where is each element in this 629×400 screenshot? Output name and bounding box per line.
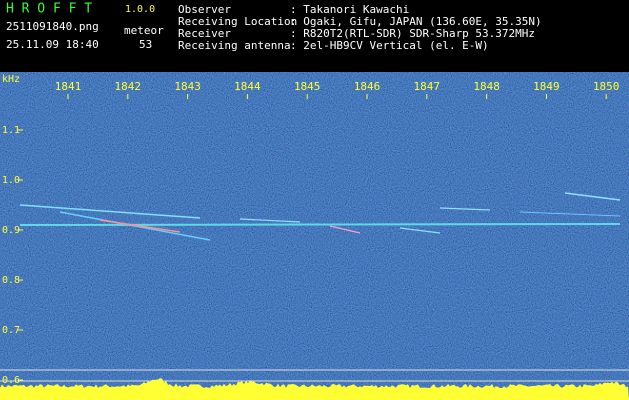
field-label: Receiving Location [178, 15, 297, 28]
trace [19, 204, 201, 219]
x-tick-label: 1842 [115, 80, 142, 93]
file-name: 2511091840.png [6, 20, 99, 33]
y-tick-label: 0.6 [2, 375, 20, 386]
field-value: : Takanori Kawachi [290, 3, 409, 16]
x-tick-label: 1847 [414, 80, 441, 93]
plot-noise [0, 72, 629, 400]
y-unit: kHz [2, 74, 20, 85]
trace [399, 227, 441, 234]
version: 1.0.0 [125, 4, 155, 15]
count-label: meteor [124, 24, 164, 37]
app-name: H R O F F T [6, 2, 92, 17]
trace [519, 211, 621, 217]
y-tick-label: 0.8 [2, 275, 20, 286]
trace [329, 225, 361, 234]
x-tick-label: 1846 [354, 80, 381, 93]
trace [439, 207, 491, 211]
field-value: : Ogaki, Gifu, JAPAN (136.60E, 35.35N) [290, 15, 542, 28]
x-tick-label: 1849 [533, 80, 560, 93]
x-tick-label: 1848 [473, 80, 500, 93]
header-bg [0, 0, 629, 72]
field-label: Observer [178, 3, 231, 16]
field-label: Receiving antenna [178, 39, 291, 52]
x-tick-label: 1841 [55, 80, 82, 93]
field-value: : R820T2(RTL-SDR) SDR-Sharp 53.372MHz [290, 27, 535, 40]
trace [99, 219, 181, 233]
count: 53 [139, 38, 152, 51]
carrier-line [19, 223, 621, 226]
axes: 1841 1842 1843 1844 1845 1846 1847 1848 1849 1850… [2, 80, 619, 386]
header: H R O F F T 1.0.0 2511091840.png meteor … [6, 2, 542, 53]
trace [564, 192, 621, 201]
noise-level-band [0, 378, 629, 400]
y-tick-label: 1.0 [2, 175, 20, 186]
x-tick-label: 1844 [234, 80, 261, 93]
timestamp: 25.11.09 18:40 [6, 38, 99, 51]
field-label: Receiver [178, 27, 231, 40]
meteor-traces [0, 192, 629, 382]
x-tick-label: 1843 [174, 80, 201, 93]
x-tick-label: 1850 [593, 80, 620, 93]
trace [239, 218, 301, 223]
y-tick-label: 0.7 [2, 325, 20, 336]
y-tick-label: 1.1 [2, 125, 20, 136]
y-tick-label: 0.9 [2, 225, 20, 236]
x-tick-label: 1845 [294, 80, 321, 93]
field-value: : 2el-HB9CV Vertical (el. E-W) [290, 39, 489, 52]
